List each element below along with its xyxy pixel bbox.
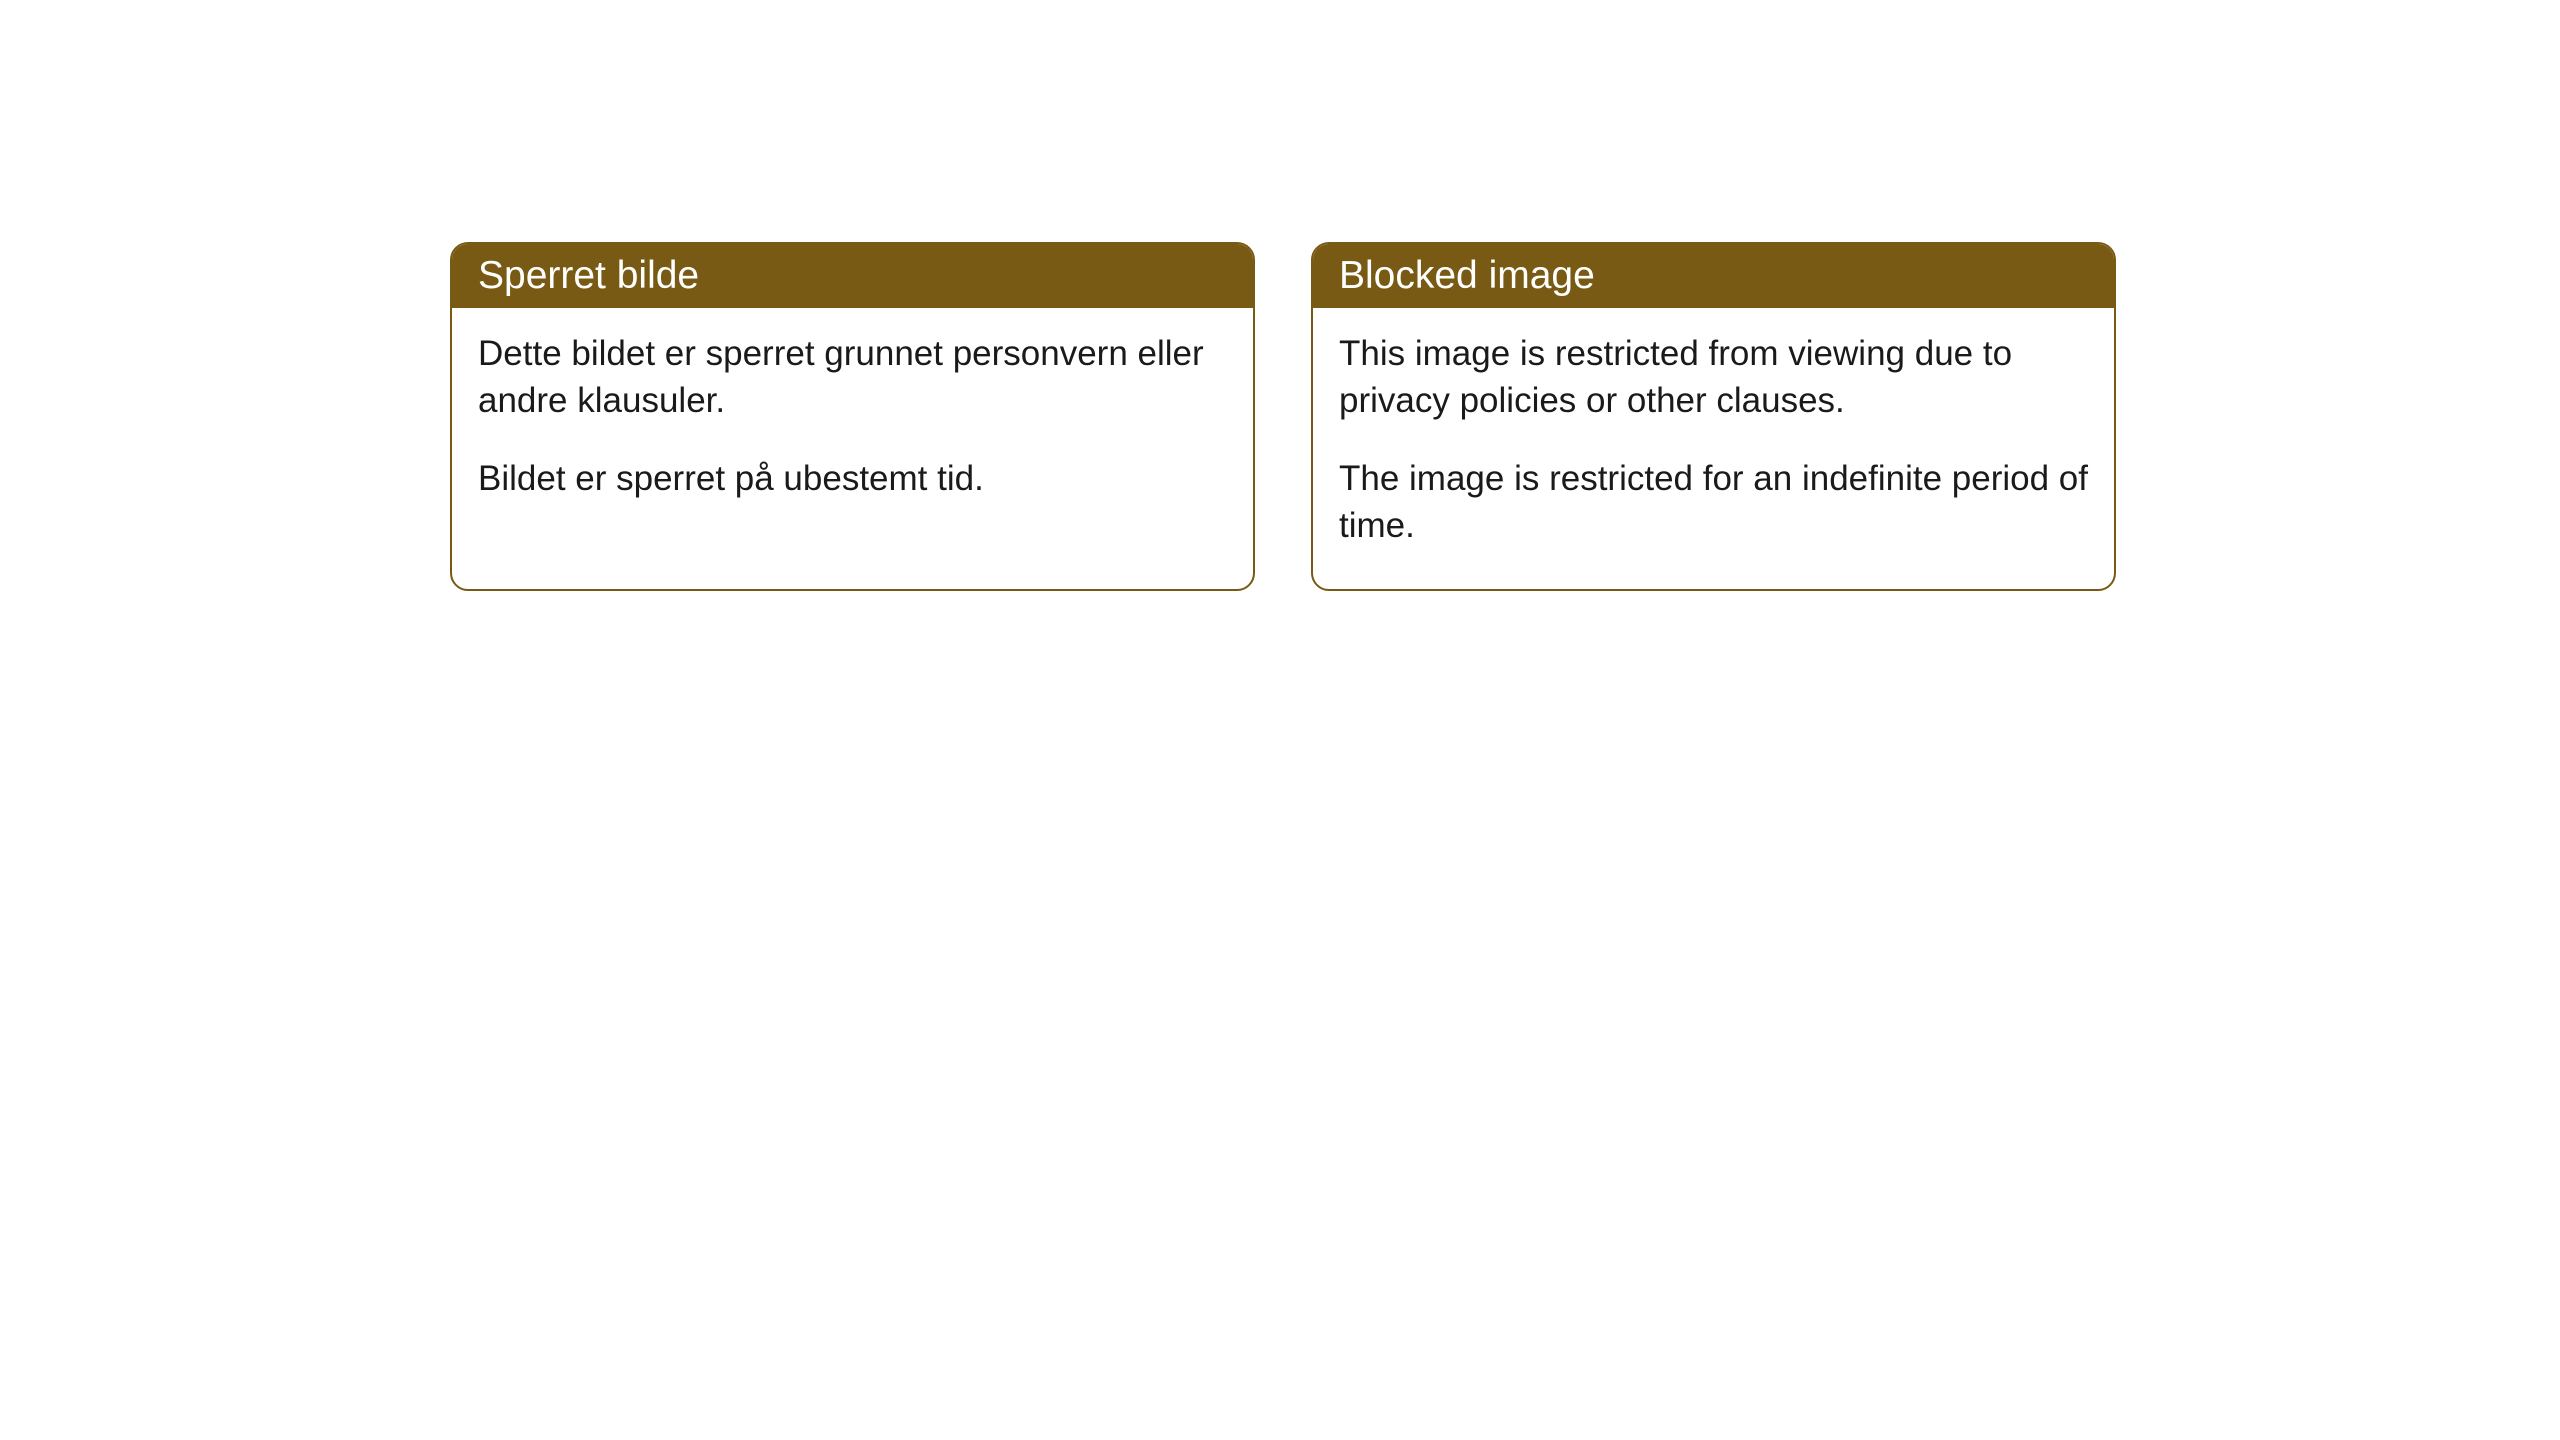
card-paragraph-2: Bildet er sperret på ubestemt tid. (478, 455, 1227, 502)
card-body-english: This image is restricted from viewing du… (1313, 308, 2114, 589)
card-paragraph-1: Dette bildet er sperret grunnet personve… (478, 330, 1227, 425)
card-title: Sperret bilde (478, 254, 699, 297)
blocked-image-card-norwegian: Sperret bilde Dette bildet er sperret gr… (450, 242, 1255, 591)
card-header-norwegian: Sperret bilde (452, 244, 1253, 308)
card-title: Blocked image (1339, 254, 1595, 297)
card-paragraph-2: The image is restricted for an indefinit… (1339, 455, 2088, 550)
card-body-norwegian: Dette bildet er sperret grunnet personve… (452, 308, 1253, 542)
blocked-image-card-english: Blocked image This image is restricted f… (1311, 242, 2116, 591)
notice-cards-container: Sperret bilde Dette bildet er sperret gr… (450, 242, 2116, 591)
card-header-english: Blocked image (1313, 244, 2114, 308)
card-paragraph-1: This image is restricted from viewing du… (1339, 330, 2088, 425)
